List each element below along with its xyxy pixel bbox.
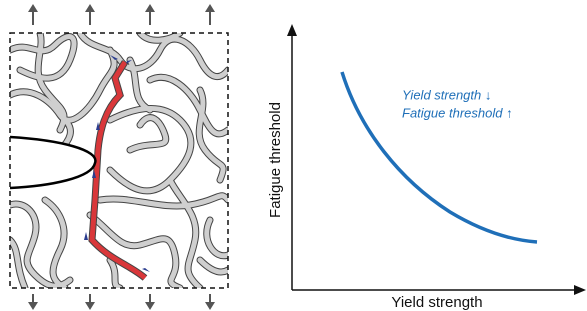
x-axis-label: Yield strength — [391, 294, 482, 311]
chart-axes — [287, 24, 586, 295]
y-axis-label: Fatigue threshold — [267, 102, 284, 218]
annotation: Fatigue threshold ↑ — [402, 105, 513, 120]
figure: Yield strength Fatigue threshold Yield s… — [0, 0, 587, 311]
annotation: Yield strength ↓ — [402, 87, 491, 102]
polymer-network — [10, 33, 228, 288]
